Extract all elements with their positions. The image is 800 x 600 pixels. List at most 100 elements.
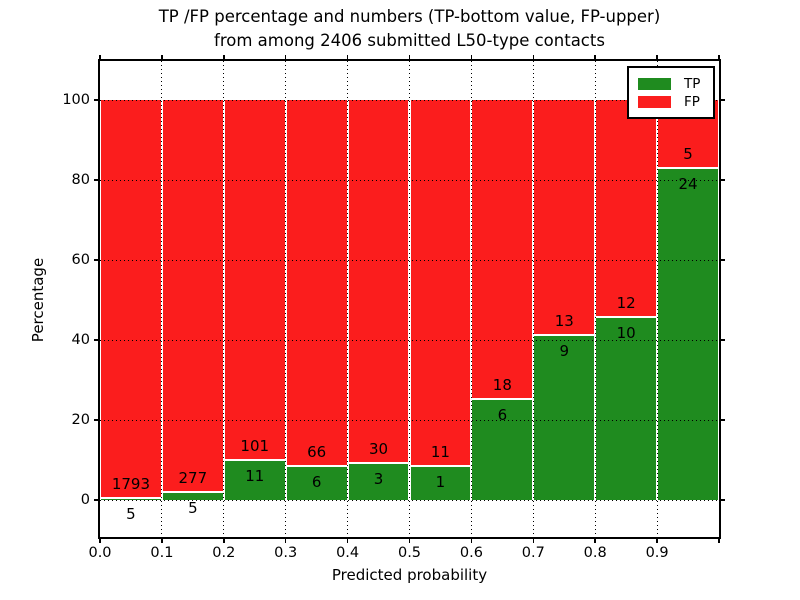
y-tick-mark <box>94 339 100 341</box>
gridline-x <box>161 61 163 537</box>
x-tick-label: 0.5 <box>397 545 422 561</box>
chart-title-line2: from among 2406 submitted L50-type conta… <box>214 31 605 50</box>
legend: TP FP <box>627 66 715 119</box>
tp-bar-segment <box>657 168 719 500</box>
tp-count-label: 9 <box>559 342 570 361</box>
fp-count-label: 18 <box>492 376 512 394</box>
fp-count-label: 5 <box>683 144 693 163</box>
fp-count-label: 277 <box>178 468 208 487</box>
fp-count-label: 12 <box>616 294 636 313</box>
x-tick-mark <box>223 55 225 61</box>
y-tick-mark <box>94 179 100 181</box>
y-tick-label: 80 <box>71 172 90 188</box>
legend-label-fp: FP <box>684 93 700 110</box>
x-tick-mark <box>284 537 287 543</box>
x-tick-label: 0.9 <box>645 545 669 561</box>
fp-count-label: 30 <box>368 439 389 458</box>
fp-count-label: 1793 <box>111 474 151 493</box>
gridline-x <box>347 61 349 537</box>
y-tick-label: 0 <box>80 492 90 508</box>
y-tick-label: 40 <box>71 332 90 348</box>
fp-legend-swatch <box>638 95 671 108</box>
x-tick-mark <box>99 55 101 61</box>
y-tick-label: 100 <box>62 92 90 108</box>
x-tick-mark <box>718 537 720 543</box>
gridline-x <box>470 61 472 537</box>
x-tick-mark <box>532 537 535 543</box>
x-tick-mark <box>284 55 287 61</box>
x-tick-mark <box>223 537 225 543</box>
x-tick-mark <box>99 537 101 543</box>
x-tick-label: 0.2 <box>212 545 236 561</box>
x-tick-mark <box>656 537 658 543</box>
gridline-x <box>409 61 410 537</box>
x-tick-label: 0.1 <box>150 545 174 561</box>
tp-bar-segment <box>533 336 596 500</box>
gridline-x <box>594 61 596 537</box>
y-tick-mark <box>94 419 100 421</box>
legend-label-tp: TP <box>684 75 701 92</box>
x-tick-mark <box>470 55 473 61</box>
y-tick-mark <box>719 499 725 501</box>
x-axis-label: Predicted probability <box>331 566 488 584</box>
x-tick-mark <box>594 55 596 61</box>
x-tick-label: 0.4 <box>336 545 360 561</box>
y-tick-label: 20 <box>71 412 90 428</box>
fp-bar-segment <box>161 100 224 493</box>
tp-count-label: 6 <box>311 472 322 491</box>
fp-bar-segment <box>471 100 534 400</box>
x-tick-mark <box>470 537 473 543</box>
tp-count-label: 10 <box>616 324 636 343</box>
gridline-x <box>223 61 225 537</box>
tp-count-label: 3 <box>373 469 384 488</box>
tp-count-label: 5 <box>126 504 136 523</box>
y-tick-mark <box>719 99 725 101</box>
x-tick-mark <box>594 537 596 543</box>
gridline-x <box>532 61 534 537</box>
tp-count-label: 11 <box>245 466 265 485</box>
x-tick-mark <box>408 537 411 543</box>
y-axis-label: Percentage <box>29 257 47 343</box>
x-tick-label: 0.8 <box>583 545 607 561</box>
fp-count-label: 11 <box>430 442 450 461</box>
x-tick-mark <box>656 55 658 61</box>
x-tick-mark <box>161 55 163 61</box>
y-tick-mark <box>94 99 100 101</box>
tp-bar-segment <box>595 318 658 500</box>
gridline-x <box>285 61 287 537</box>
fp-count-label: 66 <box>307 442 327 461</box>
fp-bar-segment <box>409 100 472 467</box>
tp-count-label: 24 <box>678 174 698 193</box>
tp-legend-swatch <box>638 77 671 90</box>
x-tick-mark <box>718 55 720 61</box>
tp-count-label: 1 <box>435 472 446 491</box>
chart-title-line1: TP /FP percentage and numbers (TP-bottom… <box>158 7 661 26</box>
y-tick-mark <box>719 339 725 341</box>
gridline-x <box>656 61 658 537</box>
legend-item-tp: TP <box>638 75 713 92</box>
fp-bar-segment <box>533 100 596 337</box>
fp-bar-segment <box>100 100 162 499</box>
fp-bar-segment <box>347 100 410 464</box>
y-tick-mark <box>719 259 725 261</box>
x-tick-mark <box>346 55 349 61</box>
y-tick-mark <box>94 259 100 261</box>
y-tick-mark <box>719 179 725 181</box>
legend-item-fp: FP <box>638 93 713 110</box>
plot-area: 1793 5 277 5 101 11 66 6 30 3 11 1 18 6 13 9 12 10 5 24 0.0 0… <box>62 55 725 561</box>
tp-bar-segment <box>285 466 348 500</box>
y-tick-label: 60 <box>71 252 90 268</box>
y-tick-mark <box>94 499 100 501</box>
tp-count-label: 6 <box>497 406 508 424</box>
x-tick-mark <box>346 537 349 543</box>
x-tick-label: 0.3 <box>274 545 298 561</box>
x-tick-label: 0.6 <box>459 545 483 561</box>
x-tick-label: 0.0 <box>88 545 112 561</box>
x-tick-mark <box>408 55 411 61</box>
tp-count-label: 5 <box>188 498 198 517</box>
fp-bar-segment <box>285 100 348 467</box>
fp-count-label: 13 <box>554 312 574 331</box>
x-tick-mark <box>532 55 535 61</box>
fp-bar-segment <box>595 100 658 319</box>
